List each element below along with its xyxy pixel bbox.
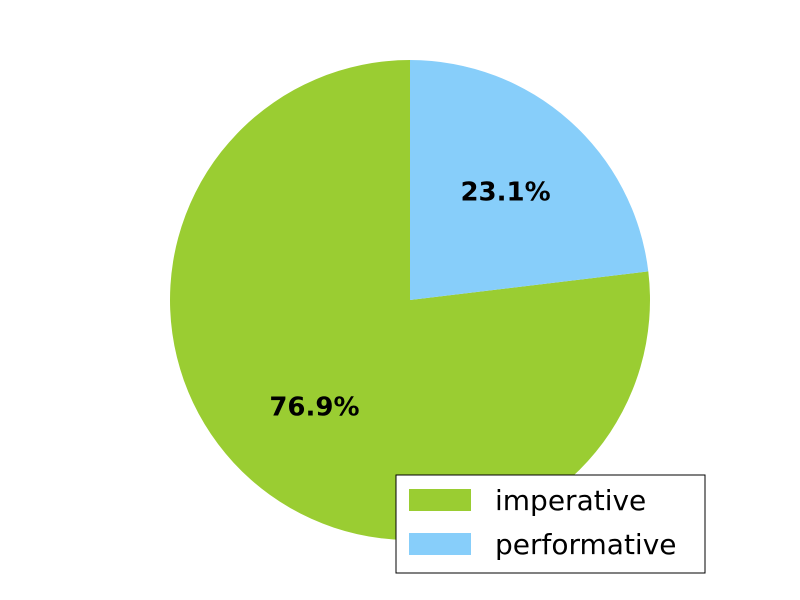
legend-entry-performative: performative bbox=[409, 528, 677, 561]
pie-slice-performative bbox=[410, 60, 649, 300]
pie-slices bbox=[170, 60, 650, 541]
slice-label-performative: 23.1% bbox=[460, 177, 550, 207]
legend-swatch-performative bbox=[409, 533, 471, 555]
legend-swatch-imperative bbox=[409, 489, 471, 511]
legend: imperative performative bbox=[395, 474, 706, 574]
pie-slice-imperative bbox=[170, 60, 650, 541]
legend-label-performative: performative bbox=[495, 528, 677, 561]
legend-label-imperative: imperative bbox=[495, 484, 646, 517]
legend-entry-imperative: imperative bbox=[409, 484, 646, 517]
slice-label-imperative: 76.9% bbox=[269, 393, 359, 423]
slice-labels: 76.9% 23.1% bbox=[269, 177, 550, 422]
